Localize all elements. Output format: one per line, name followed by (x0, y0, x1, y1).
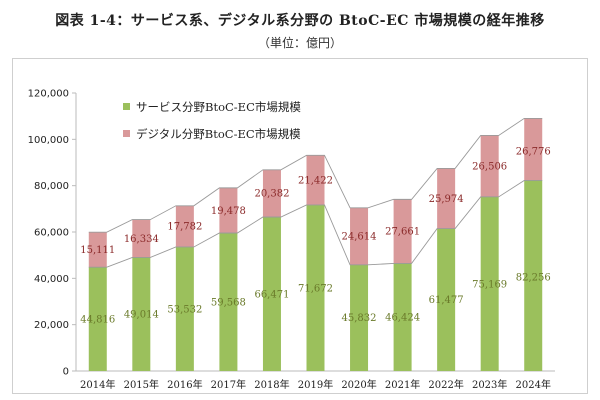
legend-swatch-service (123, 103, 130, 110)
unit-label: （単位：億円） (257, 36, 342, 50)
bar-service (393, 263, 412, 371)
bar-digital (88, 232, 107, 268)
bar-digital (219, 187, 238, 234)
bar-digital (437, 168, 456, 229)
chart-frame (12, 58, 588, 394)
bar-digital (306, 155, 325, 205)
data-label-service: 75,169 (472, 279, 507, 290)
bar-service (437, 228, 456, 371)
data-label-digital: 27,661 (385, 227, 420, 238)
bar-service (175, 246, 194, 371)
data-label-digital: 26,506 (472, 161, 507, 172)
data-label-service: 59,568 (211, 297, 246, 308)
x-tick-label: 2023年 (472, 378, 507, 391)
x-tick-label: 2022年 (428, 378, 463, 391)
y-tick-label: 100,000 (28, 135, 69, 146)
bar-service (219, 233, 238, 371)
bar-digital (524, 118, 543, 181)
series-connector-service (88, 179, 543, 268)
data-label-digital: 25,974 (429, 194, 464, 205)
bar-digital (350, 207, 369, 265)
x-tick-label: 2021年 (385, 378, 420, 391)
bar-digital (393, 199, 412, 264)
data-label-service: 45,832 (342, 313, 377, 324)
data-label-service: 71,672 (298, 283, 333, 294)
legend-label-service: サービス分野BtoC-EC市場規模 (136, 100, 301, 114)
legend-label-digital: デジタル分野BtoC-EC市場規模 (136, 127, 301, 141)
data-label-service: 49,014 (124, 310, 159, 321)
y-tick-label: 60,000 (34, 228, 69, 239)
x-tick-label: 2014年 (80, 378, 115, 391)
bar-digital (480, 135, 499, 197)
y-tick-label: 120,000 (28, 89, 69, 100)
bar-service (480, 196, 499, 371)
legend-swatch-digital (123, 130, 130, 137)
data-label-digital: 19,478 (211, 206, 246, 217)
chart-title: 図表 1-4：サービス系、デジタル系分野の BtoC-EC 市場規模の経年推移 (55, 13, 545, 29)
bar-service (88, 267, 107, 371)
bar-digital (132, 219, 151, 258)
x-tick-label: 2017年 (211, 378, 246, 391)
x-tick-label: 2020年 (341, 378, 376, 391)
x-tick-label: 2015年 (124, 378, 159, 391)
data-label-service: 44,816 (80, 314, 115, 325)
data-label-digital: 21,422 (298, 175, 333, 186)
data-label-service: 53,532 (167, 304, 202, 315)
data-label-service: 82,256 (516, 273, 551, 284)
x-tick-label: 2018年 (254, 378, 289, 391)
series-connector-total (88, 117, 543, 233)
bar-service (350, 264, 369, 371)
bar-service (524, 180, 543, 371)
x-tick-label: 2019年 (298, 378, 333, 391)
x-tick-label: 2024年 (516, 378, 551, 391)
bar-digital (175, 205, 194, 247)
y-tick-label: 20,000 (34, 320, 69, 331)
data-label-digital: 20,382 (254, 189, 289, 200)
data-label-digital: 16,334 (124, 234, 159, 245)
bar-digital (262, 169, 281, 218)
data-label-service: 46,424 (385, 313, 420, 324)
bar-service (132, 257, 151, 371)
data-label-digital: 26,776 (516, 146, 551, 157)
data-label-digital: 17,782 (167, 222, 202, 233)
data-label-digital: 15,111 (80, 245, 115, 256)
data-label-digital: 24,614 (342, 232, 377, 243)
y-tick-label: 0 (63, 367, 69, 378)
data-label-service: 61,477 (429, 295, 464, 306)
bar-service (262, 217, 281, 371)
y-tick-label: 80,000 (34, 181, 69, 192)
y-tick-label: 40,000 (34, 274, 69, 285)
x-tick-label: 2016年 (167, 378, 202, 391)
bar-service (306, 204, 325, 371)
data-label-service: 66,471 (254, 289, 289, 300)
